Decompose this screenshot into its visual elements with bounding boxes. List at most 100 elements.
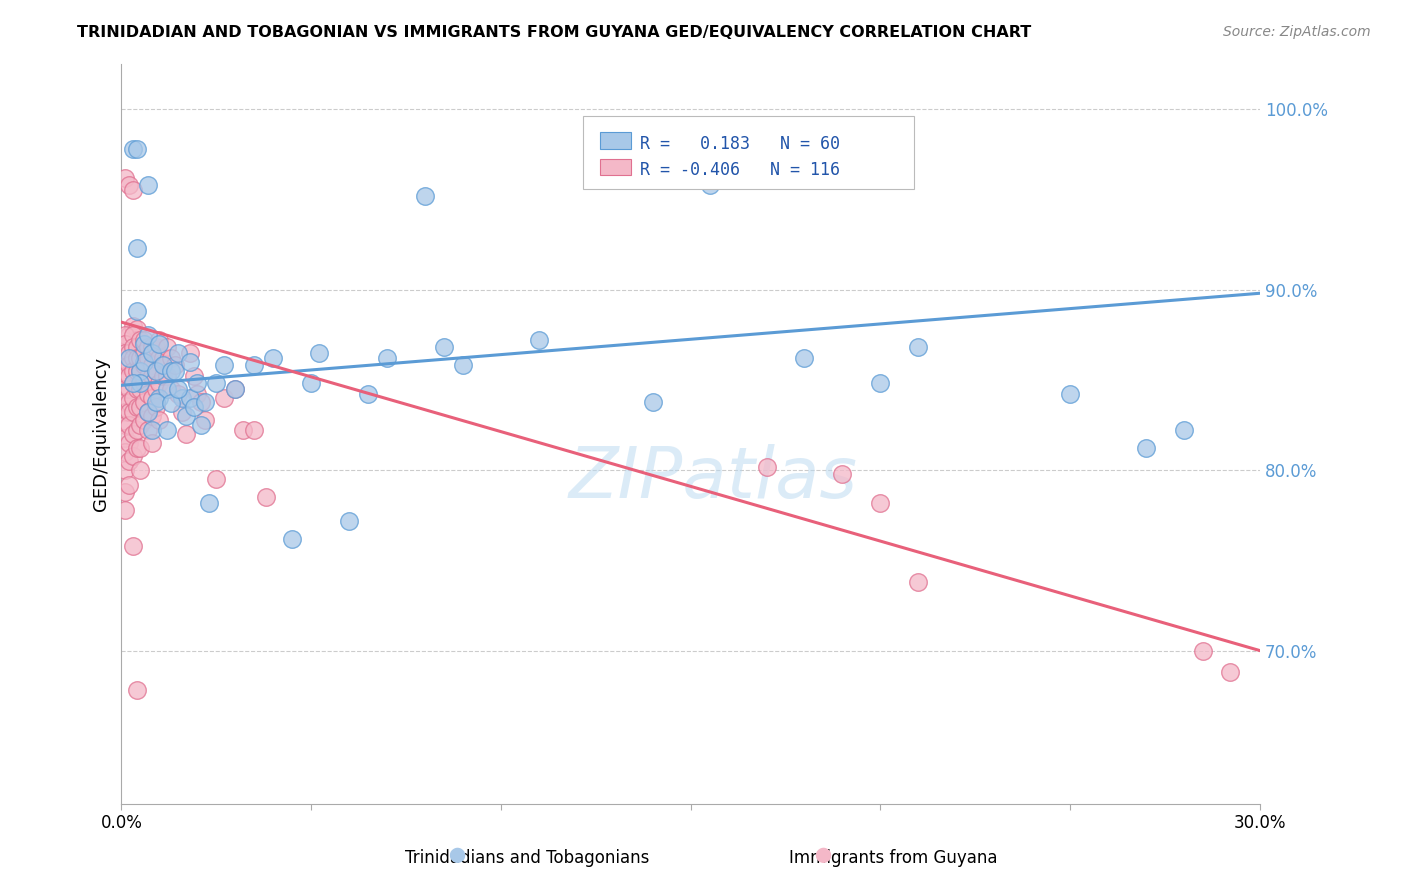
Point xyxy=(179,355,201,369)
Point xyxy=(167,382,190,396)
Point xyxy=(125,241,148,255)
Text: R = -0.406   N = 116: R = -0.406 N = 116 xyxy=(640,161,839,179)
Point xyxy=(375,351,398,366)
Point xyxy=(114,369,136,384)
Point xyxy=(167,387,190,401)
Point xyxy=(159,396,181,410)
Point xyxy=(114,382,136,396)
Point xyxy=(114,484,136,499)
Text: Trinidadians and Tobagonians: Trinidadians and Tobagonians xyxy=(405,849,650,867)
Point xyxy=(136,351,159,366)
Point xyxy=(205,472,228,486)
Point xyxy=(156,424,179,438)
Point xyxy=(212,359,235,373)
Point xyxy=(136,387,159,401)
Point xyxy=(145,400,167,414)
Point xyxy=(299,376,322,391)
Point xyxy=(121,427,143,442)
Point xyxy=(172,405,194,419)
Point xyxy=(121,539,143,553)
Point xyxy=(194,412,217,426)
Point xyxy=(1059,387,1081,401)
Point xyxy=(159,382,181,396)
Point xyxy=(129,442,152,456)
Point xyxy=(145,364,167,378)
Point xyxy=(232,424,254,438)
Point xyxy=(190,394,212,409)
Point xyxy=(141,359,163,373)
Point xyxy=(152,369,174,384)
Point xyxy=(145,382,167,396)
Text: TRINIDADIAN AND TOBAGONIAN VS IMMIGRANTS FROM GUYANA GED/EQUIVALENCY CORRELATION: TRINIDADIAN AND TOBAGONIAN VS IMMIGRANTS… xyxy=(77,25,1032,40)
Point xyxy=(129,333,152,347)
Point xyxy=(262,351,284,366)
Point xyxy=(156,382,179,396)
Point xyxy=(118,346,141,360)
Point xyxy=(114,327,136,342)
Point xyxy=(125,351,148,366)
Point xyxy=(125,364,148,378)
Point xyxy=(148,376,170,391)
Point xyxy=(145,394,167,409)
Point xyxy=(125,424,148,438)
Point xyxy=(243,359,266,373)
Point xyxy=(167,346,190,360)
Point xyxy=(129,400,152,414)
Point xyxy=(121,391,143,405)
Point xyxy=(118,359,141,373)
Point xyxy=(194,394,217,409)
Point xyxy=(907,574,929,589)
Point xyxy=(212,391,235,405)
Point xyxy=(118,394,141,409)
Point xyxy=(197,495,219,509)
Point xyxy=(699,178,721,192)
Point xyxy=(183,369,205,384)
Point xyxy=(163,364,186,378)
Point xyxy=(114,346,136,360)
Point xyxy=(641,394,664,409)
Point xyxy=(337,514,360,528)
Point xyxy=(224,382,246,396)
Point xyxy=(114,463,136,477)
Point xyxy=(186,387,208,401)
Point xyxy=(125,442,148,456)
Point xyxy=(243,424,266,438)
Point xyxy=(118,417,141,432)
Point xyxy=(121,364,143,378)
Point xyxy=(183,400,205,414)
Point xyxy=(121,376,143,391)
Point xyxy=(121,376,143,391)
Point xyxy=(145,340,167,354)
Point xyxy=(125,142,148,156)
Point xyxy=(114,170,136,185)
Point xyxy=(114,359,136,373)
Point xyxy=(129,364,152,378)
Point xyxy=(141,340,163,354)
Point xyxy=(134,333,156,347)
Point xyxy=(114,405,136,419)
Point xyxy=(152,359,174,373)
Point xyxy=(148,336,170,351)
Point xyxy=(118,454,141,468)
Point xyxy=(136,405,159,419)
Point xyxy=(125,304,148,318)
Point xyxy=(174,409,197,423)
Point xyxy=(141,424,163,438)
Point xyxy=(186,376,208,391)
Point xyxy=(357,387,380,401)
Point xyxy=(141,436,163,450)
Point xyxy=(281,532,304,546)
Point xyxy=(907,340,929,354)
Point xyxy=(129,463,152,477)
Point xyxy=(148,351,170,366)
Point xyxy=(125,382,148,396)
Point xyxy=(148,391,170,405)
Point xyxy=(224,382,246,396)
Point xyxy=(148,412,170,426)
Y-axis label: GED/Equivalency: GED/Equivalency xyxy=(93,357,110,511)
Text: Source: ZipAtlas.com: Source: ZipAtlas.com xyxy=(1223,25,1371,39)
Point xyxy=(114,431,136,445)
Point xyxy=(156,369,179,384)
Point xyxy=(118,405,141,419)
Point xyxy=(869,376,891,391)
